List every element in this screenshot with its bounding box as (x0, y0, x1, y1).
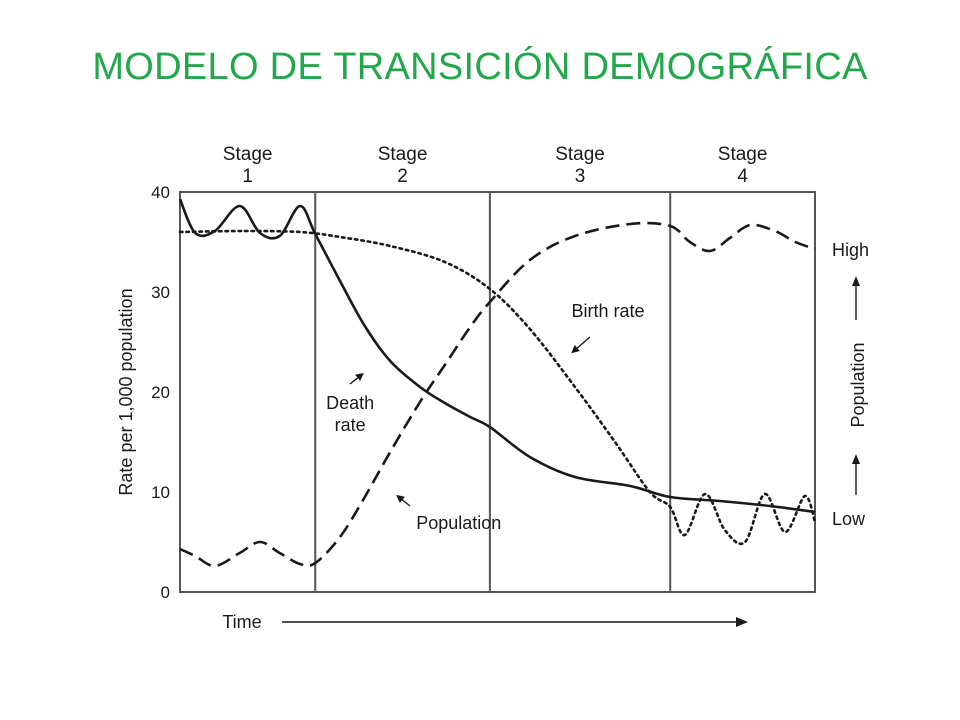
annotation-pointer-head (571, 345, 580, 354)
x-axis-title: Time (222, 612, 261, 632)
right-axis-high-label: High (832, 240, 869, 260)
annotation-label: Birth rate (571, 301, 644, 321)
stage-word-label: Stage (555, 144, 605, 165)
annotation-pointer (574, 336, 591, 351)
chart-frame (179, 191, 816, 593)
y-tick-label: 20 (151, 383, 170, 402)
right-axis-title: Population (848, 342, 868, 427)
y-tick-label: 30 (151, 283, 170, 302)
y-tick-label: 10 (151, 483, 170, 502)
right-axis-lower-arrowhead (852, 454, 860, 464)
series-lines (178, 198, 817, 568)
annotation-line: rate (335, 415, 366, 435)
y-axis-title: Rate per 1,000 population (116, 288, 136, 495)
stage-number-label: 1 (242, 166, 253, 187)
stage-number-label: 4 (737, 166, 748, 187)
right-axis-low-label: Low (832, 509, 866, 529)
series-line-death-rate (178, 198, 816, 514)
series-line-population (178, 229, 817, 546)
annotation-label: Population (416, 513, 501, 533)
time-arrow-head (736, 617, 748, 627)
y-tick-label: 0 (161, 583, 170, 602)
slide-title: MODELO DE TRANSICIÓN DEMOGRÁFICA (92, 46, 868, 88)
annotation-line: Birth rate (571, 301, 644, 321)
series-line-birth-rate (179, 221, 816, 568)
right-axis-upper-arrowhead (852, 276, 860, 286)
annotation-line: Death (326, 393, 374, 413)
y-tick-label: 40 (151, 183, 170, 202)
annotation-pointer-head (396, 494, 405, 503)
plot-frame (179, 191, 816, 593)
stage-number-label: 2 (397, 166, 408, 187)
stage-number-label: 3 (575, 166, 586, 187)
stage-word-label: Stage (718, 144, 768, 165)
stage-word-label: Stage (378, 144, 428, 165)
stage-word-label: Stage (223, 144, 273, 165)
annotation-pointer-head (355, 372, 364, 381)
annotation-label: Death rate (326, 393, 374, 435)
annotation-line: Population (416, 513, 501, 533)
